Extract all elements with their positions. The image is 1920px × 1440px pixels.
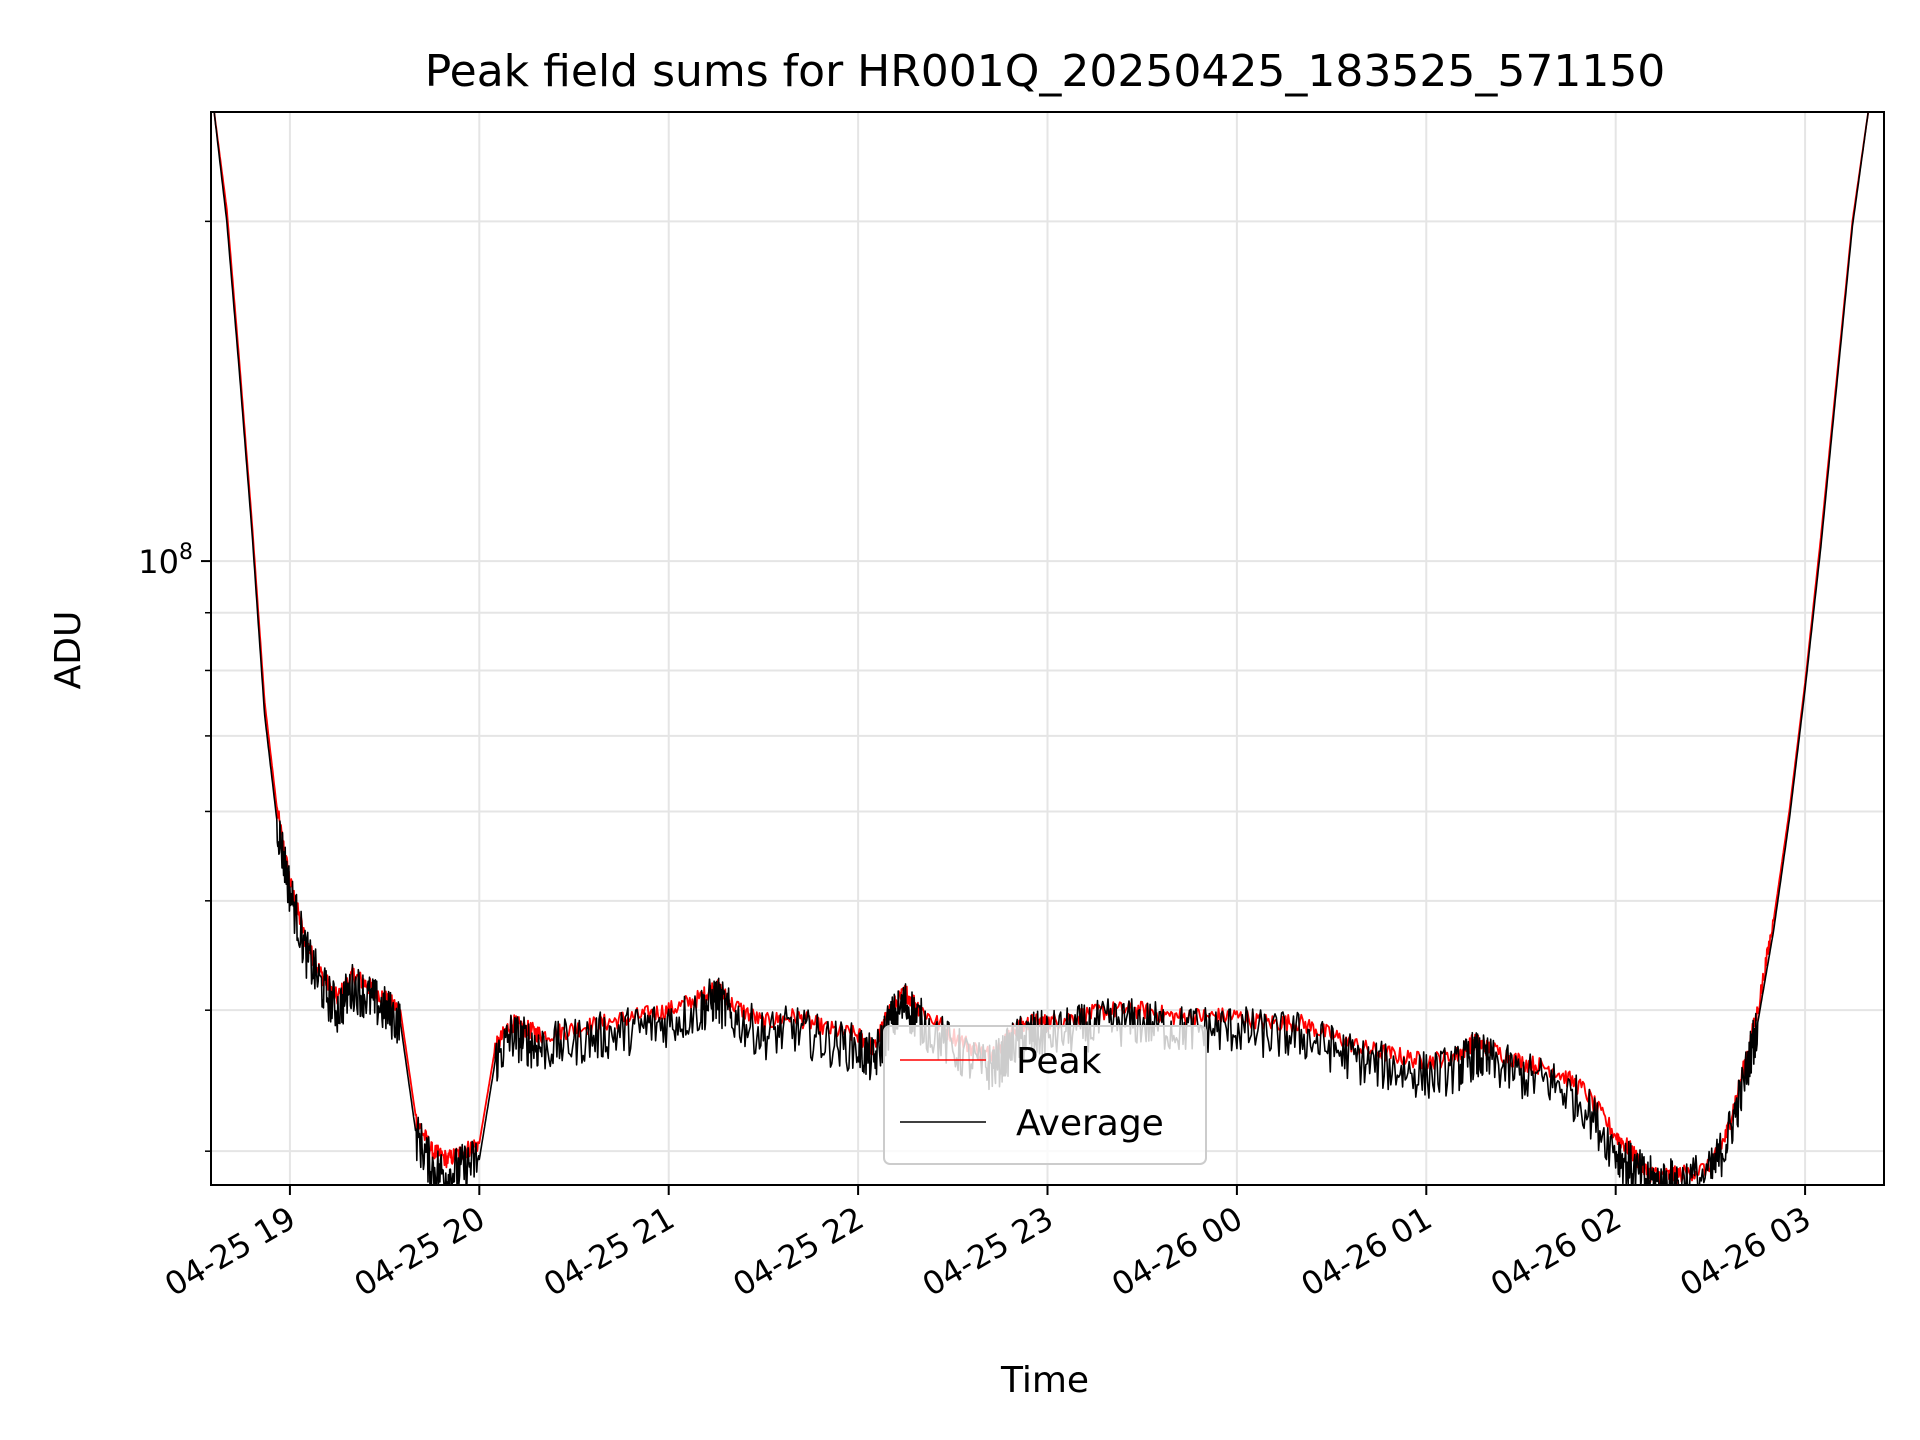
y-axis-label: ADU	[48, 611, 89, 690]
x-axis-label: Time	[1000, 1360, 1089, 1401]
y-axis: 108	[138, 220, 211, 1152]
legend-label-peak: Peak	[1016, 1041, 1102, 1082]
chart-title: Peak field sums for HR001Q_20250425_1835…	[425, 46, 1666, 97]
legend: Peak Average	[883, 1025, 1207, 1165]
legend-label-average: Average	[1016, 1103, 1164, 1144]
y-tick-label: 108	[138, 540, 193, 581]
